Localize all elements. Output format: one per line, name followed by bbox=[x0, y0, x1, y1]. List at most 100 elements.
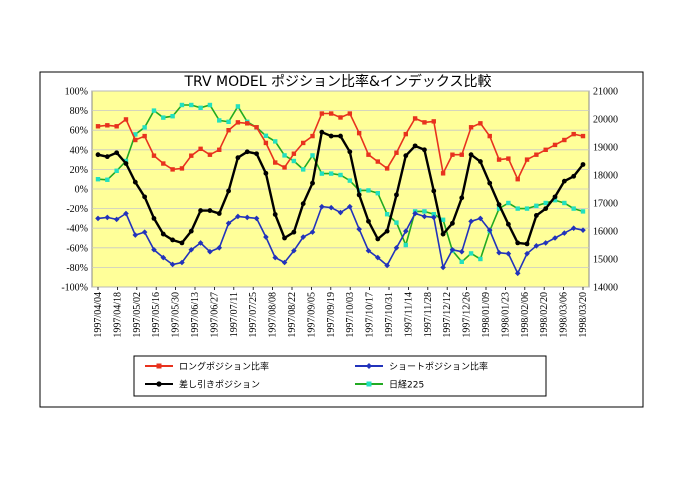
data-point bbox=[412, 210, 418, 217]
data-point bbox=[561, 230, 568, 236]
y-left-tick-label: -20% bbox=[66, 204, 88, 215]
data-point bbox=[291, 229, 297, 235]
data-point bbox=[422, 147, 427, 153]
data-point bbox=[440, 217, 446, 222]
data-point bbox=[207, 248, 213, 255]
data-point bbox=[552, 235, 558, 241]
legend-marker bbox=[366, 363, 372, 369]
x-tick-label: 1997/04/04 bbox=[93, 292, 104, 338]
data-point bbox=[431, 119, 436, 124]
legend-label: ショートポジション比率 bbox=[389, 361, 488, 373]
data-point bbox=[422, 209, 427, 214]
data-point bbox=[580, 133, 586, 139]
data-point bbox=[160, 231, 166, 237]
x-tick-label: 1997/05/16 bbox=[151, 292, 162, 338]
data-point bbox=[515, 206, 520, 211]
data-point bbox=[104, 154, 110, 160]
data-point bbox=[570, 225, 577, 231]
data-point bbox=[430, 214, 437, 221]
data-point bbox=[217, 118, 222, 123]
y-right-tick-label: 17000 bbox=[593, 199, 618, 210]
data-point bbox=[235, 213, 241, 220]
y-right-tick-label: 14000 bbox=[593, 283, 618, 294]
data-point bbox=[375, 159, 381, 164]
x-tick-label: 1997/07/25 bbox=[248, 292, 259, 338]
data-point bbox=[216, 211, 222, 216]
y-right-tick-label: 21000 bbox=[593, 87, 618, 98]
data-point bbox=[487, 133, 492, 139]
data-point bbox=[393, 245, 400, 251]
data-point bbox=[506, 200, 511, 206]
data-point bbox=[468, 152, 474, 158]
data-point bbox=[552, 198, 558, 203]
x-tick-label: 1998/01/09 bbox=[481, 292, 492, 338]
data-point bbox=[543, 200, 548, 206]
legend-box bbox=[133, 355, 547, 397]
y-right-tick-label: 19000 bbox=[593, 143, 618, 154]
data-point bbox=[449, 246, 456, 253]
data-point bbox=[123, 117, 129, 122]
y-right-tick-label: 16000 bbox=[593, 227, 618, 238]
x-tick-label: 1997/12/12 bbox=[442, 292, 453, 338]
data-point bbox=[198, 105, 203, 110]
legend-marker bbox=[156, 381, 162, 387]
data-point bbox=[347, 203, 353, 210]
chart-title: TRV MODEL ポジション比率&インデックス比較 bbox=[183, 73, 491, 90]
y-left-tick-label: 0% bbox=[75, 185, 88, 196]
data-point bbox=[235, 155, 241, 161]
data-point bbox=[151, 108, 157, 113]
data-point bbox=[403, 131, 408, 137]
data-point bbox=[309, 229, 316, 235]
data-point bbox=[95, 215, 101, 222]
data-point bbox=[459, 259, 464, 264]
data-point bbox=[95, 152, 101, 158]
data-point bbox=[542, 240, 549, 246]
data-point bbox=[534, 152, 539, 157]
y-left-tick-label: 100% bbox=[65, 87, 88, 98]
data-point bbox=[160, 254, 167, 261]
data-point bbox=[226, 188, 231, 194]
data-point bbox=[356, 226, 362, 232]
data-point bbox=[571, 206, 576, 211]
y-left-tick-label: 60% bbox=[70, 126, 88, 137]
x-tick-label: 1997/08/22 bbox=[287, 292, 298, 338]
data-point bbox=[161, 161, 166, 166]
data-point bbox=[132, 179, 138, 185]
data-point bbox=[244, 149, 250, 155]
x-tick-label: 1997/05/30 bbox=[171, 292, 182, 338]
legend-marker bbox=[156, 363, 162, 369]
y-left-tick-label: 40% bbox=[70, 145, 88, 156]
data-point bbox=[366, 218, 371, 224]
data-point bbox=[263, 234, 269, 240]
data-point bbox=[263, 140, 269, 146]
data-point bbox=[282, 235, 287, 241]
data-point bbox=[533, 213, 539, 218]
data-point bbox=[141, 229, 148, 235]
x-tick-label: 1997/05/02 bbox=[132, 292, 143, 338]
data-point bbox=[347, 178, 353, 183]
series-layer bbox=[95, 102, 586, 277]
x-tick-label: 1997/11/28 bbox=[423, 292, 434, 337]
data-point bbox=[123, 210, 129, 217]
data-point bbox=[151, 153, 157, 158]
data-point bbox=[188, 228, 194, 234]
data-point bbox=[431, 188, 437, 194]
data-point bbox=[375, 254, 381, 261]
x-tick-label: 1997/10/03 bbox=[345, 292, 356, 338]
data-point bbox=[515, 240, 521, 246]
data-point bbox=[226, 119, 231, 124]
data-point bbox=[534, 203, 539, 208]
data-point bbox=[458, 248, 465, 255]
data-point bbox=[95, 124, 101, 129]
data-point bbox=[282, 165, 287, 170]
data-point bbox=[319, 203, 325, 210]
data-point bbox=[328, 204, 334, 211]
data-point bbox=[105, 123, 110, 128]
data-point bbox=[114, 168, 119, 173]
x-tick-label: 1997/10/17 bbox=[365, 292, 376, 338]
data-point bbox=[281, 259, 288, 266]
data-point bbox=[543, 206, 549, 212]
data-point bbox=[422, 120, 427, 125]
data-point bbox=[402, 228, 409, 234]
